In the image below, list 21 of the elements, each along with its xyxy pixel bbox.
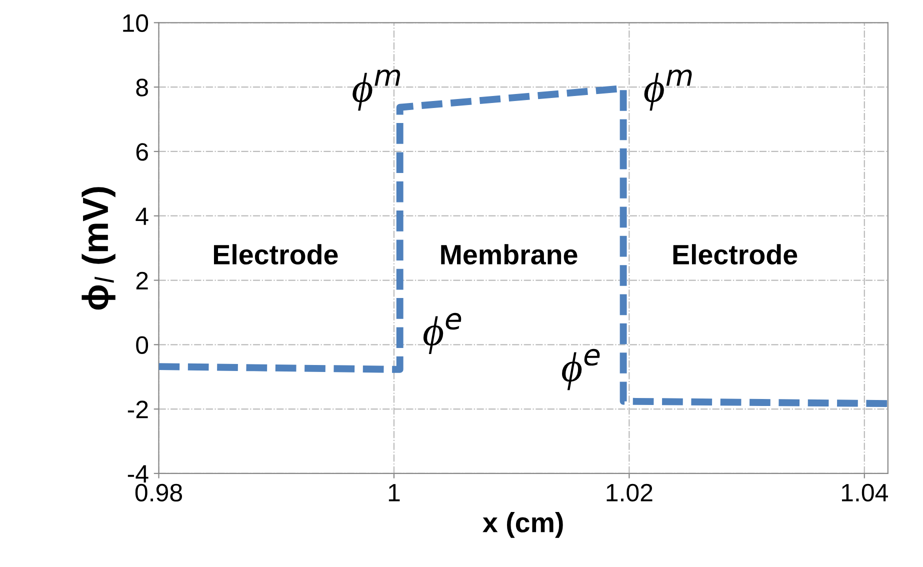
annotation: ϕ$^{e}$ xyxy=(562,348,600,390)
annotation: Electrode xyxy=(673,244,798,265)
x-tick-label: 0.98 xyxy=(135,484,182,502)
y-tick-label: 4 xyxy=(136,208,148,225)
annotation: ϕ$^{m}$ xyxy=(644,69,692,111)
y-axis-title: ϕ$_{l}$ (mV) xyxy=(82,187,116,310)
x-tick-label: 1 xyxy=(388,484,400,502)
y-tick-label: 2 xyxy=(136,272,148,290)
y-tick-label: -2 xyxy=(128,400,148,418)
y-tick-label: 0 xyxy=(136,336,148,354)
y-tick-label: 8 xyxy=(136,78,148,96)
x-tick-label: 1.02 xyxy=(606,484,652,502)
y-tick-label: -4 xyxy=(128,465,148,483)
annotation: ϕ$^{e}$ xyxy=(423,312,462,354)
x-tick-label: 1.04 xyxy=(842,484,888,502)
y-tick-label: 10 xyxy=(123,14,148,32)
annotation: ϕ$^{m}$ xyxy=(352,69,400,111)
annotation: Electrode xyxy=(214,244,338,265)
annotation: Membrane xyxy=(441,244,578,265)
x-axis-title: x (cm) xyxy=(482,512,563,538)
y-tick-label: 6 xyxy=(136,143,148,161)
